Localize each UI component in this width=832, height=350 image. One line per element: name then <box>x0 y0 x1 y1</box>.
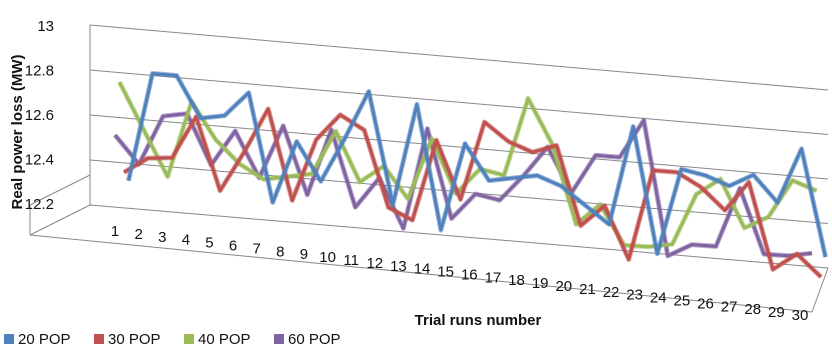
x-tick-label: 30 <box>792 307 809 324</box>
x-tick-label: 19 <box>532 275 549 292</box>
legend-swatch <box>274 334 284 344</box>
series-lines <box>113 71 828 279</box>
x-tick-label: 15 <box>437 264 454 281</box>
side-wall-top <box>29 174 91 206</box>
series-20-pop <box>126 71 828 258</box>
floor-front-edge <box>29 234 813 313</box>
y-tick-label: 12.6 <box>25 107 54 124</box>
gridline <box>89 24 829 91</box>
series-line-shadow <box>117 80 818 250</box>
y-tick-label: 13 <box>37 18 54 35</box>
legend-label: 20 POP <box>18 331 71 348</box>
series-60-pop <box>113 111 813 259</box>
legend-item: 20 POP <box>4 331 71 348</box>
series-line <box>127 72 827 258</box>
x-tick-labels: 1 2 3 4 5 6 7 8 9 10 11 12 13 14 15 16 17 18 19 20 21 22 23 24 2… <box>111 223 809 324</box>
x-tick-label: 5 <box>205 235 213 252</box>
gridline <box>89 204 829 269</box>
legend: 20 POP 30 POP 40 POP 60 POP <box>4 331 341 348</box>
floor-right-edge <box>811 267 829 313</box>
x-axis-title: Trial runs number <box>415 312 542 329</box>
legend-item: 60 POP <box>274 331 341 348</box>
y-tick-label: 12.4 <box>25 152 54 169</box>
x-tick-label: 7 <box>253 240 261 257</box>
x-tick-label: 29 <box>768 304 785 321</box>
y-tick-label: 12.2 <box>25 196 54 213</box>
x-tick-label: 9 <box>300 246 308 263</box>
series-40-pop <box>117 80 818 250</box>
x-tick-label: 11 <box>343 252 359 269</box>
x-tick-label: 12 <box>366 255 383 272</box>
floor-left-edge <box>29 204 91 236</box>
x-tick-label: 6 <box>229 237 237 254</box>
gridline <box>89 114 829 180</box>
series-line <box>118 81 818 249</box>
legend-item: 30 POP <box>94 331 161 348</box>
x-tick-label: 1 <box>111 223 119 240</box>
gridline <box>89 69 829 135</box>
x-tick-label: 28 <box>744 301 761 318</box>
axes <box>29 25 829 313</box>
x-tick-label: 23 <box>626 287 643 304</box>
legend-swatch <box>184 334 194 344</box>
y-axis-title: Real power loss (MW) <box>9 54 26 209</box>
series-line <box>113 112 813 258</box>
legend-item: 40 POP <box>184 331 251 348</box>
x-tick-label: 2 <box>134 226 142 243</box>
x-tick-label: 4 <box>182 232 190 249</box>
series-30-pop <box>122 106 823 279</box>
x-tick-label: 25 <box>674 293 691 310</box>
x-tick-label: 17 <box>485 269 502 286</box>
legend-swatch <box>94 334 104 344</box>
x-tick-label: 22 <box>603 284 620 301</box>
x-tick-label: 20 <box>555 278 572 295</box>
x-tick-label: 24 <box>650 290 667 307</box>
x-tick-label: 18 <box>508 272 525 289</box>
x-tick-label: 27 <box>721 298 738 315</box>
x-tick-label: 13 <box>390 258 407 275</box>
x-tick-label: 16 <box>461 266 478 283</box>
y-tick-label: 12.8 <box>25 63 54 80</box>
x-tick-label: 3 <box>158 229 166 246</box>
x-tick-label: 8 <box>276 243 284 260</box>
x-tick-label: 26 <box>697 295 714 312</box>
x-tick-label: 10 <box>319 249 336 266</box>
y-tick-labels: 12.2 12.4 12.6 12.8 13 <box>25 18 54 213</box>
legend-label: 40 POP <box>198 331 251 348</box>
x-tick-label: 14 <box>414 261 431 278</box>
legend-label: 60 POP <box>288 331 341 348</box>
x-tick-label: 21 <box>579 281 596 298</box>
legend-label: 30 POP <box>108 331 161 348</box>
legend-swatch <box>4 334 14 344</box>
series-line <box>123 107 823 279</box>
